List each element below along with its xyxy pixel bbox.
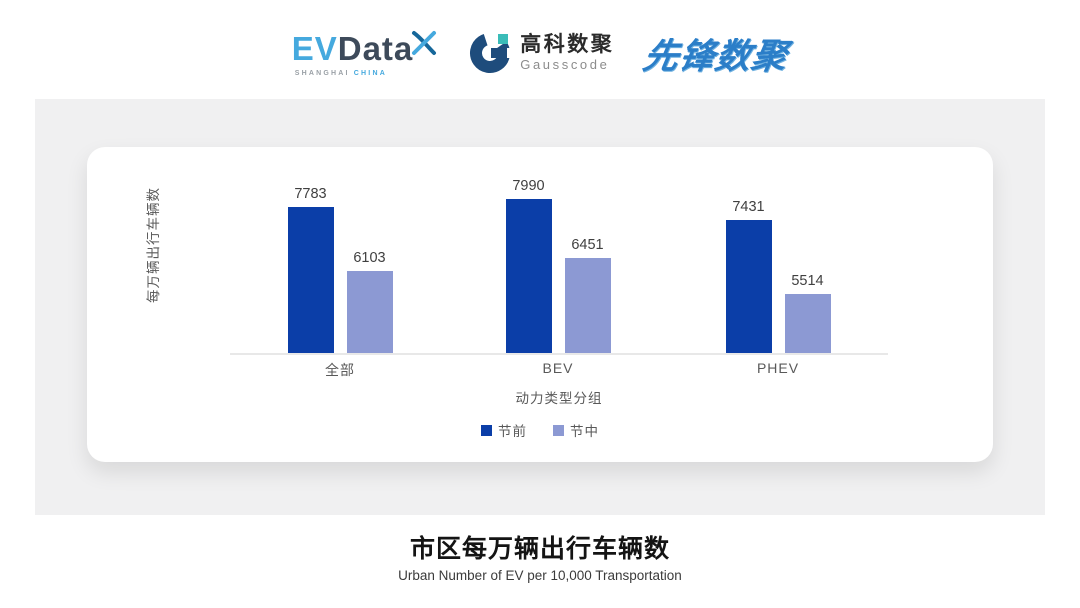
evdata-logo-data-text: Data: [337, 29, 414, 67]
bar-节中-BEV: [564, 258, 611, 353]
category-label: BEV: [542, 360, 574, 376]
legend-label: 节前: [498, 424, 527, 439]
evdata-subtitle-china: CHINA: [353, 69, 387, 77]
category-label: 全部: [325, 362, 355, 378]
legend-swatch-icon: [553, 424, 564, 436]
evdata-subtitle-shanghai: SHANGHAI: [294, 69, 350, 77]
y-axis-title: 每万辆出行车辆数: [146, 187, 161, 303]
gausscode-logo: 高科数聚 Gausscode: [469, 32, 614, 74]
category-label: PHEV: [756, 360, 800, 376]
bar-节中-全部: [346, 271, 393, 353]
bar-value-label: 6451: [571, 237, 604, 253]
bar-value-label: 7783: [294, 186, 327, 202]
evdata-sparkle-icon: [411, 30, 437, 56]
bar-节前-BEV: [505, 199, 552, 353]
chart-main-title: 市区每万辆出行车辆数: [409, 535, 670, 563]
chart-card: 每万辆出行车辆数 动力类型分组 节前 节中 全部 7783 6103 BEV 7990 64…: [87, 147, 993, 462]
legend-item-节前: 节前: [481, 420, 527, 440]
legend-label: 节中: [570, 424, 599, 439]
bar-value-label: 6103: [353, 250, 386, 266]
chart-subtitle: Urban Number of EV per 10,000 Transporta…: [398, 568, 682, 583]
gausscode-en-text: Gausscode: [520, 57, 610, 73]
bar-节前-PHEV: [725, 220, 772, 353]
bar-节中-PHEV: [784, 294, 831, 353]
legend-item-节中: 节中: [553, 420, 599, 440]
legend-swatch-icon: [481, 424, 492, 436]
bar-value-label: 7990: [512, 178, 545, 194]
bar-chart: 每万辆出行车辆数 动力类型分组 节前 节中 全部 7783 6103 BEV 7990 64…: [87, 147, 993, 462]
chart-panel: 每万辆出行车辆数 动力类型分组 节前 节中 全部 7783 6103 BEV 7990 64…: [35, 99, 1045, 515]
bar-节前-全部: [287, 207, 334, 353]
bar-value-label: 5514: [791, 273, 824, 289]
evdata-logo: EV Data SHANGHAI CHINA: [292, 30, 440, 77]
evdata-logo-subtitle: SHANGHAI CHINA: [295, 70, 387, 77]
gausscode-g-icon: [469, 32, 512, 74]
gausscode-cn-text: 高科数聚: [520, 33, 615, 57]
x-axis-title: 动力类型分组: [515, 391, 603, 406]
chart-legend: 节前 节中: [87, 420, 993, 440]
evdata-logo-ev-text: EV: [291, 29, 338, 67]
bar-value-label: 7431: [732, 199, 765, 215]
header: EV Data SHANGHAI CHINA 高科数聚 Gausscod: [0, 18, 1080, 88]
xianfeng-logo: 先锋数聚: [640, 36, 792, 76]
x-axis-line: [230, 353, 888, 355]
